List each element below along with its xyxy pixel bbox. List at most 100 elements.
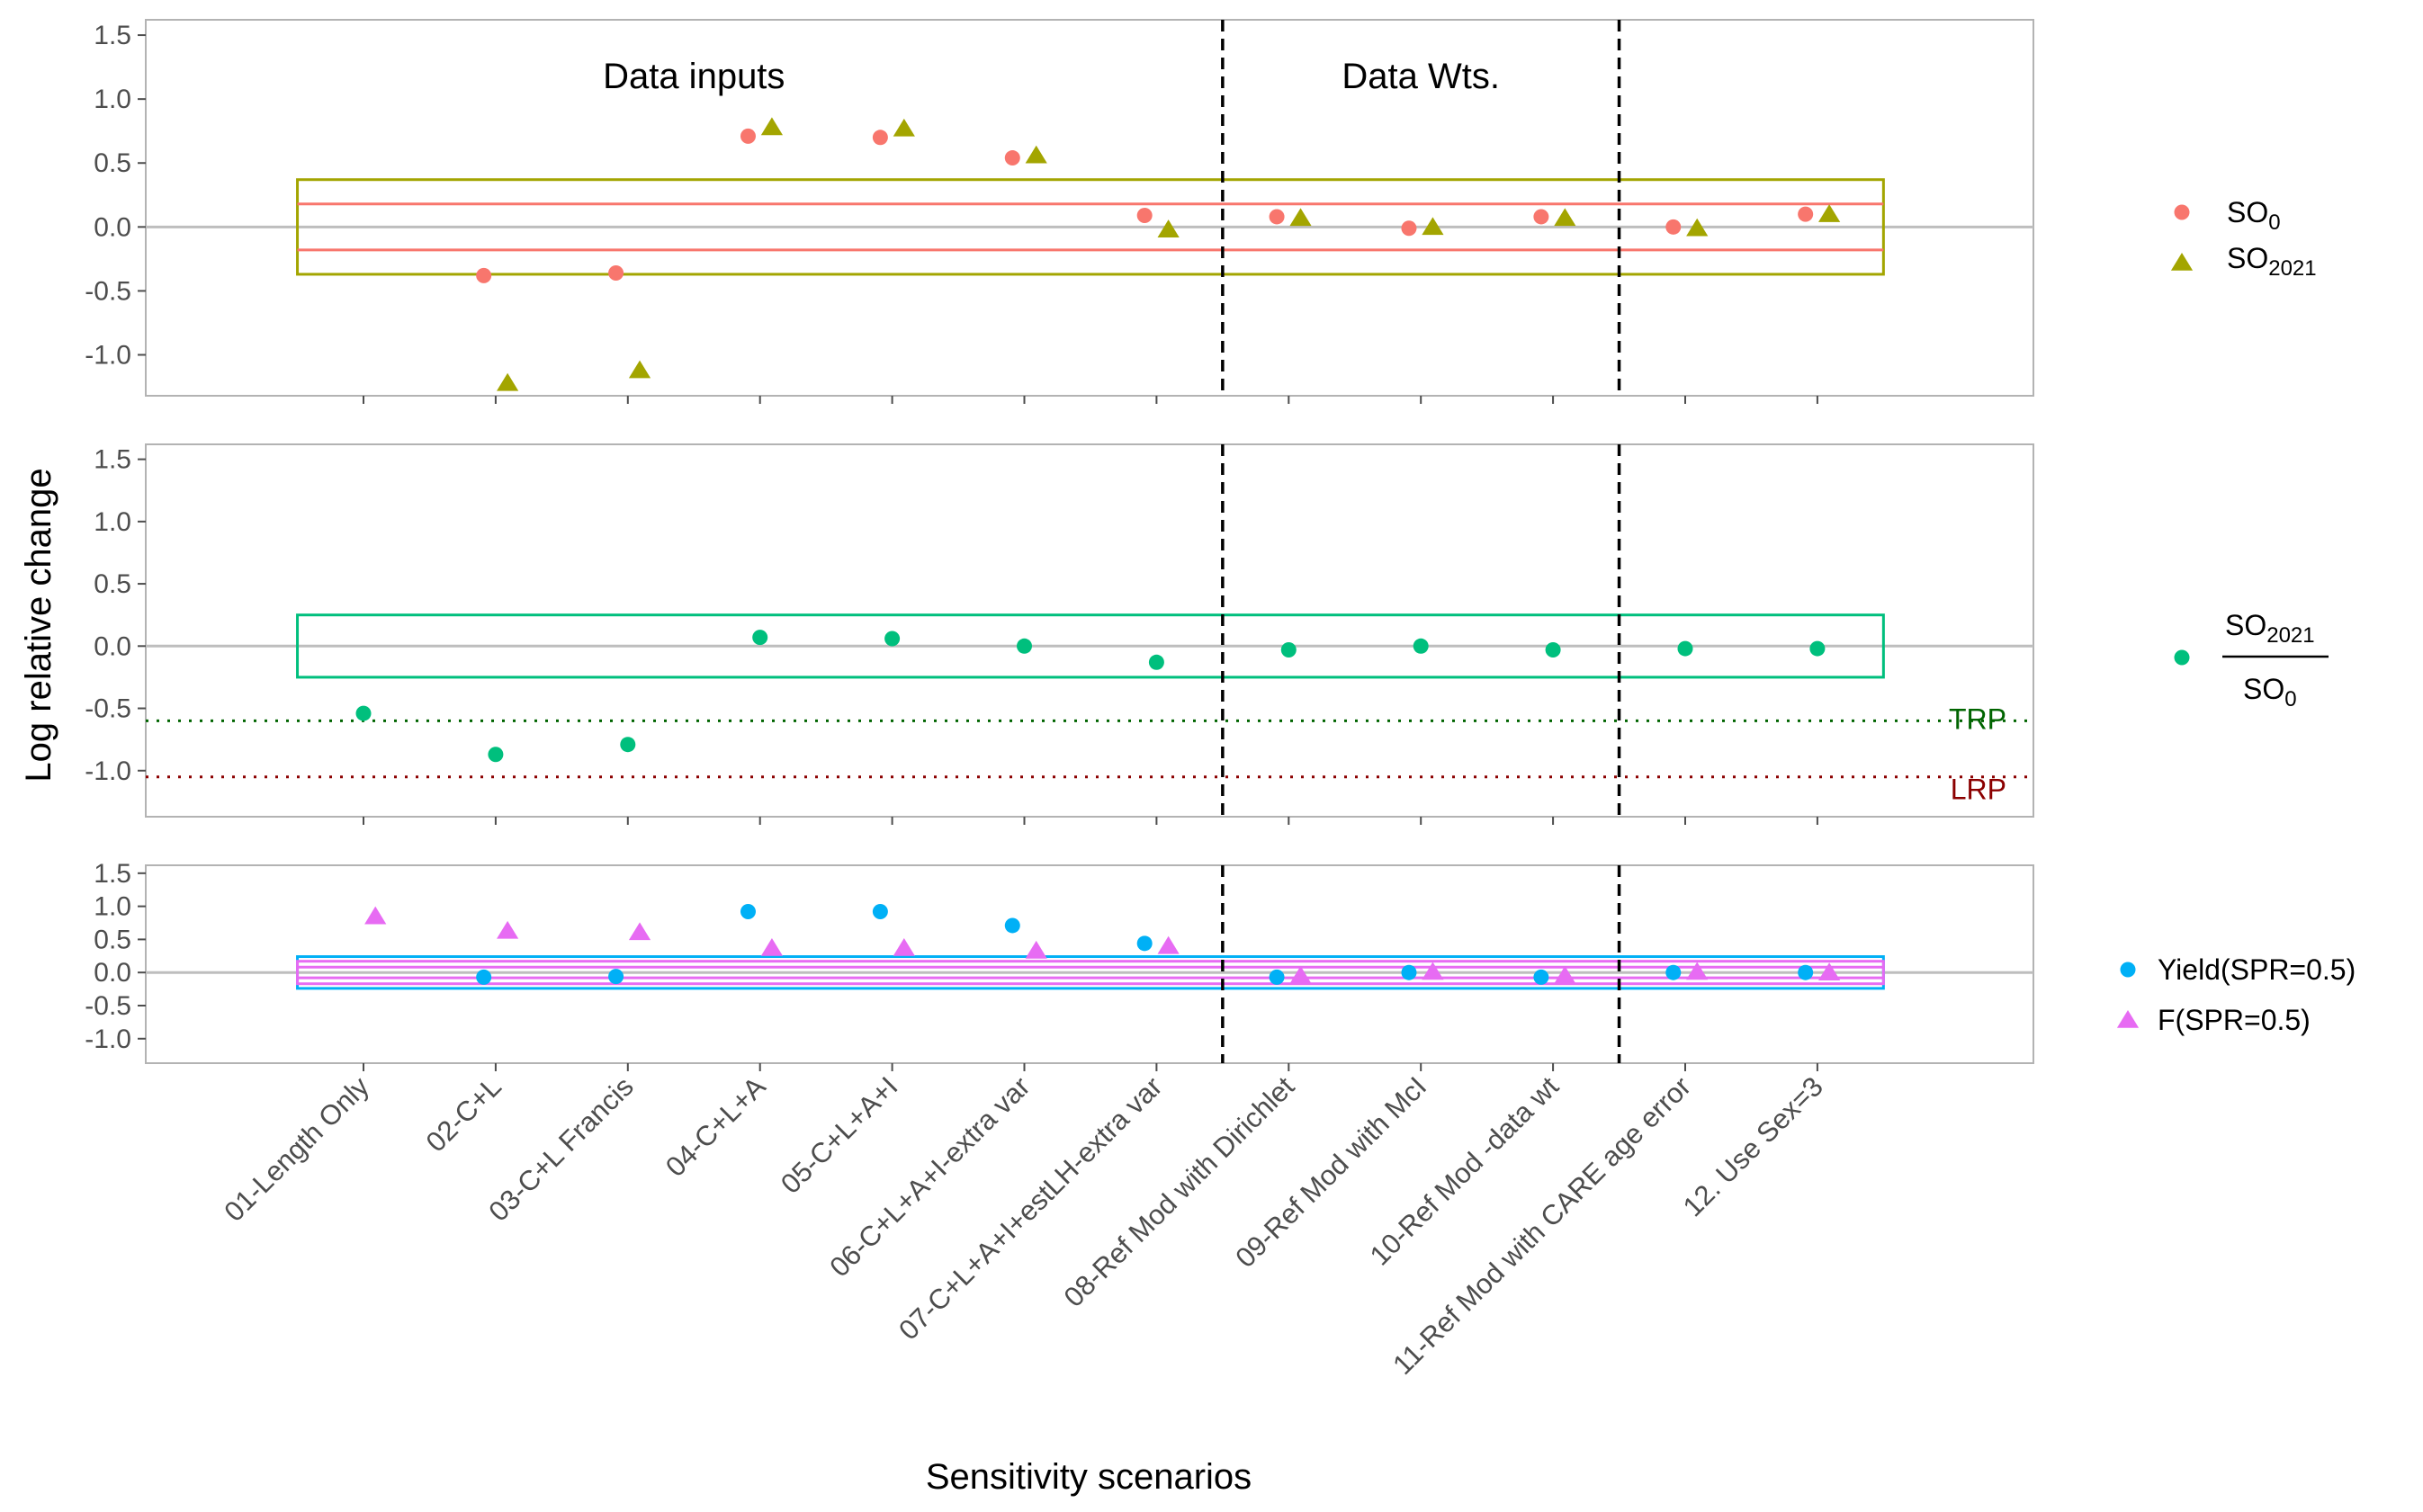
y-tick-label: 0.0 — [94, 958, 131, 988]
ref-label-lrp: LRP — [1951, 774, 2006, 806]
y-tick-label: -0.5 — [85, 991, 131, 1021]
data-point — [497, 372, 519, 391]
data-point — [476, 969, 492, 985]
data-point — [497, 920, 519, 939]
legend-denominator: SO0 — [2243, 673, 2297, 711]
reference-band — [296, 960, 1885, 986]
data-point — [1665, 964, 1682, 980]
x-tick-label: 03-C+L Francis — [482, 1070, 639, 1227]
data-point — [1004, 150, 1020, 166]
y-tick-label: 1.5 — [94, 445, 131, 475]
y-axis-title: Log relative change — [19, 468, 58, 782]
data-point — [1677, 640, 1693, 657]
data-point — [1004, 917, 1020, 934]
data-point — [1686, 218, 1709, 237]
data-point — [893, 937, 915, 956]
data-point — [355, 705, 372, 721]
data-point — [1533, 969, 1549, 985]
legend-key — [2116, 1010, 2140, 1028]
data-point — [1401, 964, 1417, 980]
x-tick-label: 01-Length Only — [218, 1070, 375, 1228]
x-tick-label: 08-Ref Mod with Dirichlet — [1058, 1070, 1301, 1313]
legend-label: Yield(SPR=0.5) — [2158, 953, 2356, 986]
x-tick-label: 12. Use Sex=3 — [1677, 1070, 1829, 1222]
y-tick-label: -1.0 — [85, 341, 131, 371]
data-point — [1280, 641, 1297, 658]
data-point — [1422, 217, 1444, 236]
data-point — [364, 906, 387, 925]
ref-label-trp: TRP — [1949, 702, 2006, 735]
y-tick-label: 1.5 — [94, 21, 131, 50]
data-point — [608, 265, 624, 282]
legend-label: SO0 — [2227, 196, 2281, 235]
y-tick-label: 1.0 — [94, 892, 131, 922]
data-point — [760, 117, 784, 136]
data-point — [740, 128, 756, 144]
data-point — [893, 118, 915, 137]
x-tick-label: 02-C+L — [420, 1070, 507, 1158]
y-tick-label: 1.0 — [94, 85, 131, 114]
section-label: Data inputs — [603, 57, 785, 96]
legend-label: SO2021 — [2227, 242, 2317, 281]
reference-band — [296, 613, 1885, 679]
panel-border — [145, 443, 2034, 818]
x-tick-label: 04-C+L+A — [660, 1070, 772, 1183]
data-point — [1554, 965, 1576, 984]
data-point — [608, 969, 624, 985]
data-point — [1413, 638, 1429, 654]
data-point — [740, 904, 756, 920]
data-point — [1025, 145, 1047, 164]
data-point — [872, 130, 888, 146]
y-tick-label: -1.0 — [85, 1024, 131, 1054]
data-point — [1665, 219, 1682, 235]
x-tick-label: 11-Ref Mod with CARE age error — [1386, 1070, 1697, 1381]
data-point — [1157, 219, 1180, 237]
data-point — [1017, 638, 1032, 654]
data-point — [628, 360, 651, 379]
data-point — [1533, 209, 1549, 225]
data-point — [1798, 206, 1814, 222]
data-point — [1809, 640, 1826, 657]
y-tick-label: 0.5 — [94, 148, 131, 178]
x-tick-label: 05-C+L+A+I — [775, 1070, 904, 1200]
legend-key — [2170, 253, 2194, 271]
data-point — [1686, 962, 1709, 980]
data-point — [1157, 935, 1180, 954]
x-tick-labels: 01-Length Only 02-C+L03-C+L Francis 04-C+L… — [218, 1070, 1829, 1381]
legend-key — [2174, 204, 2190, 220]
data-point — [1545, 641, 1561, 658]
x-axis-title: Sensitivity scenarios — [926, 1457, 1252, 1497]
y-tick-label: 0.5 — [94, 569, 131, 599]
panel-depletion: -1.0 -0.5 0.0 0.5 1.0 1.5 TRP LRP — [85, 443, 2034, 825]
y-tick-label: 1.0 — [94, 507, 131, 537]
data-point — [1401, 220, 1417, 237]
x-tick-label: 07-C+L+A+I+estLH-extra var — [893, 1070, 1168, 1346]
data-point — [752, 630, 768, 646]
y-tick-label: 0.0 — [94, 212, 131, 242]
panel-spawning-output: -1.0 -0.5 0.0 0.5 1.0 1.5 Data inputs Data Wts. — [85, 19, 2034, 404]
data-point — [1818, 204, 1841, 222]
data-point — [488, 747, 504, 763]
data-point — [1798, 964, 1814, 980]
panel-border — [145, 864, 2034, 1064]
data-point — [1818, 962, 1841, 980]
data-point — [760, 937, 784, 956]
data-point — [476, 267, 492, 283]
data-point — [1136, 935, 1153, 952]
data-point — [1554, 208, 1576, 227]
data-point — [1148, 654, 1164, 670]
data-point — [1025, 940, 1047, 959]
y-tick-label: -0.5 — [85, 694, 131, 724]
data-point — [628, 922, 651, 941]
panel-border — [145, 19, 2034, 397]
y-tick-label: 1.5 — [94, 859, 131, 889]
section-label: Data Wts. — [1342, 57, 1500, 96]
data-point — [1422, 962, 1444, 980]
reference-band — [296, 178, 1885, 276]
data-point — [1269, 209, 1285, 225]
data-point — [872, 904, 888, 920]
y-tick-label: -1.0 — [85, 756, 131, 786]
legend-key — [2174, 649, 2190, 666]
y-tick-label: 0.0 — [94, 631, 131, 661]
